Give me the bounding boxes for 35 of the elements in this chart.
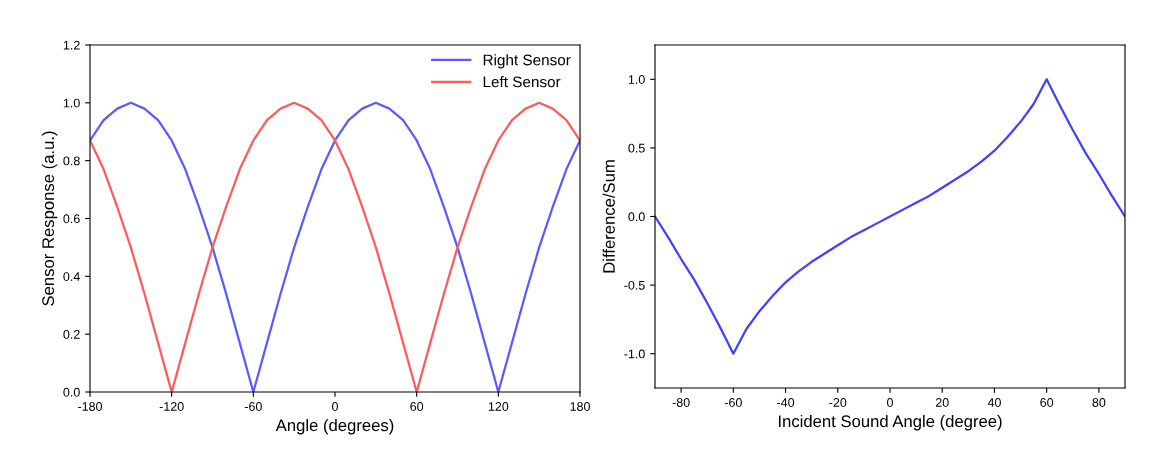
y-axis-title: Sensor Response (a.u.) — [41, 131, 58, 306]
x-axis-title: Angle (degrees) — [275, 418, 394, 435]
x-tick-label: -60 — [244, 402, 262, 411]
x-tick-label: 0 — [332, 402, 338, 411]
legend-label: Right Sensor — [483, 54, 571, 69]
x-tick-label: -40 — [777, 398, 795, 407]
y-tick-label: 0.4 — [63, 272, 80, 281]
y-tick-label: -0.5 — [624, 280, 645, 290]
y-tick-label: 0.8 — [63, 156, 80, 166]
y-tick-label: 0.0 — [628, 212, 645, 222]
x-tick-label: 80 — [1092, 398, 1106, 407]
y-tick-label: 0.6 — [63, 214, 80, 224]
y-tick-label: 1.0 — [63, 98, 80, 108]
x-tick-label: 60 — [410, 402, 424, 411]
x-tick-label: 20 — [935, 398, 949, 407]
x-tick-label: -80 — [672, 398, 690, 407]
y-tick-label: 0.2 — [63, 329, 80, 339]
x-tick-label: -120 — [159, 402, 184, 411]
y-tick-label: 0.0 — [63, 387, 80, 397]
x-tick-label: 180 — [570, 402, 590, 411]
x-tick-label: -20 — [829, 398, 847, 407]
x-tick-label: -60 — [724, 398, 742, 407]
x-axis-title: Incident Sound Angle (degree) — [778, 414, 1002, 431]
y-tick-label: -1.0 — [624, 349, 645, 359]
x-tick-label: 60 — [1040, 398, 1054, 407]
y-tick-label: 1.0 — [628, 75, 645, 84]
y-axis-title: Difference/Sum — [602, 160, 615, 273]
x-tick-label: 120 — [488, 402, 509, 411]
x-tick-label: 40 — [987, 398, 1001, 407]
y-tick-label: 1.2 — [63, 40, 80, 50]
x-tick-label: -180 — [78, 402, 103, 411]
x-tick-label: 0 — [887, 398, 893, 407]
line-series — [655, 78, 1125, 355]
legend-label: Left Sensor — [483, 76, 561, 88]
y-tick-label: 0.5 — [628, 143, 645, 153]
